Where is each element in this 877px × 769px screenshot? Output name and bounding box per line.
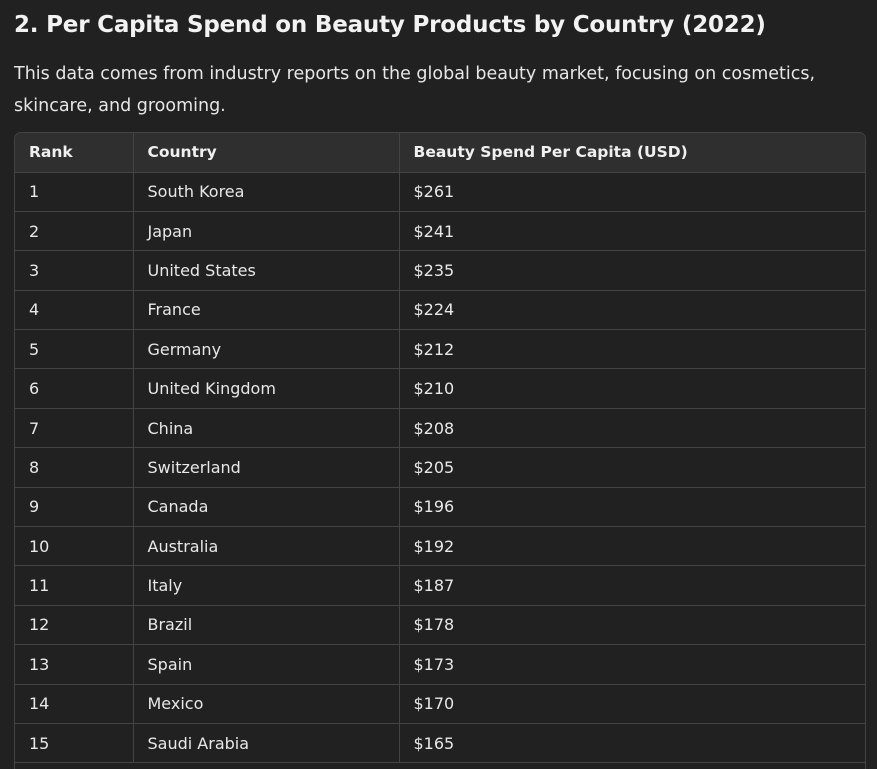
- cell-rank: 5: [15, 329, 134, 370]
- cell-rank: 3: [15, 250, 134, 291]
- table-row: 9 Canada $196: [15, 487, 865, 528]
- table-row: 15 Saudi Arabia $165: [15, 723, 865, 764]
- cell-rank: 2: [15, 211, 134, 252]
- table-row: 14 Mexico $170: [15, 684, 865, 724]
- cell-rank: 4: [15, 290, 134, 331]
- cell-country: China: [133, 408, 400, 449]
- cell-rank: 12: [15, 605, 134, 646]
- table-row: 1 South Korea $261: [15, 172, 865, 212]
- column-header-country: Country: [133, 133, 400, 173]
- cell-rank: 9: [15, 487, 134, 528]
- cell-spend: $196: [399, 487, 865, 528]
- cell-spend: $210: [399, 368, 865, 409]
- cell-spend: $170: [399, 684, 865, 724]
- cell-spend: $173: [399, 644, 865, 685]
- cell-country: Germany: [133, 329, 400, 370]
- table-row: 6 United Kingdom $210: [15, 368, 865, 409]
- table-row: 11 Italy $187: [15, 565, 865, 606]
- cell-country: United Kingdom: [133, 368, 400, 409]
- cell-spend: $241: [399, 211, 865, 252]
- cell-rank: 13: [15, 644, 134, 685]
- table-row: 10 Australia $192: [15, 526, 865, 567]
- cell-country: Spain: [133, 644, 400, 685]
- cell-country: Switzerland: [133, 447, 400, 488]
- cell-spend: $178: [399, 605, 865, 646]
- cell-country: Mexico: [133, 684, 400, 724]
- section-heading: 2. Per Capita Spend on Beauty Products b…: [14, 12, 766, 38]
- cell-country: France: [133, 290, 400, 331]
- cell-spend: $224: [399, 290, 865, 331]
- column-header-spend: Beauty Spend Per Capita (USD): [399, 133, 865, 173]
- cell-rank: 1: [15, 172, 134, 212]
- column-header-rank: Rank: [15, 133, 134, 173]
- cell-country: South Korea: [133, 172, 400, 212]
- cell-rank: 6: [15, 368, 134, 409]
- cell-rank: 8: [15, 447, 134, 488]
- table-header-row: Rank Country Beauty Spend Per Capita (US…: [15, 133, 865, 173]
- table-row: 12 Brazil $178: [15, 605, 865, 646]
- cell-spend: $212: [399, 329, 865, 370]
- cell-spend: $208: [399, 408, 865, 449]
- cell-country: Saudi Arabia: [133, 723, 400, 764]
- data-table-container: Rank Country Beauty Spend Per Capita (US…: [14, 132, 866, 769]
- cell-rank: 14: [15, 684, 134, 724]
- cell-country: United States: [133, 250, 400, 291]
- cell-rank: 7: [15, 408, 134, 449]
- cell-country: Australia: [133, 526, 400, 567]
- beauty-spend-table: Rank Country Beauty Spend Per Capita (US…: [15, 133, 865, 764]
- section-description: This data comes from industry reports on…: [14, 64, 816, 116]
- table-row: 2 Japan $241: [15, 211, 865, 252]
- table-row: 5 Germany $212: [15, 329, 865, 370]
- table-row: 8 Switzerland $205: [15, 447, 865, 488]
- cell-country: Canada: [133, 487, 400, 528]
- cell-country: Brazil: [133, 605, 400, 646]
- cell-spend: $235: [399, 250, 865, 291]
- cell-spend: $187: [399, 565, 865, 606]
- cell-spend: $192: [399, 526, 865, 567]
- table-row: 13 Spain $173: [15, 644, 865, 685]
- cell-spend: $205: [399, 447, 865, 488]
- cell-rank: 11: [15, 565, 134, 606]
- cell-country: Italy: [133, 565, 400, 606]
- cell-country: Japan: [133, 211, 400, 252]
- cell-spend: $261: [399, 172, 865, 212]
- table-row: 4 France $224: [15, 290, 865, 331]
- cell-rank: 10: [15, 526, 134, 567]
- cell-rank: 15: [15, 723, 134, 764]
- table-row: 7 China $208: [15, 408, 865, 449]
- cell-spend: $165: [399, 723, 865, 764]
- table-row: 3 United States $235: [15, 250, 865, 291]
